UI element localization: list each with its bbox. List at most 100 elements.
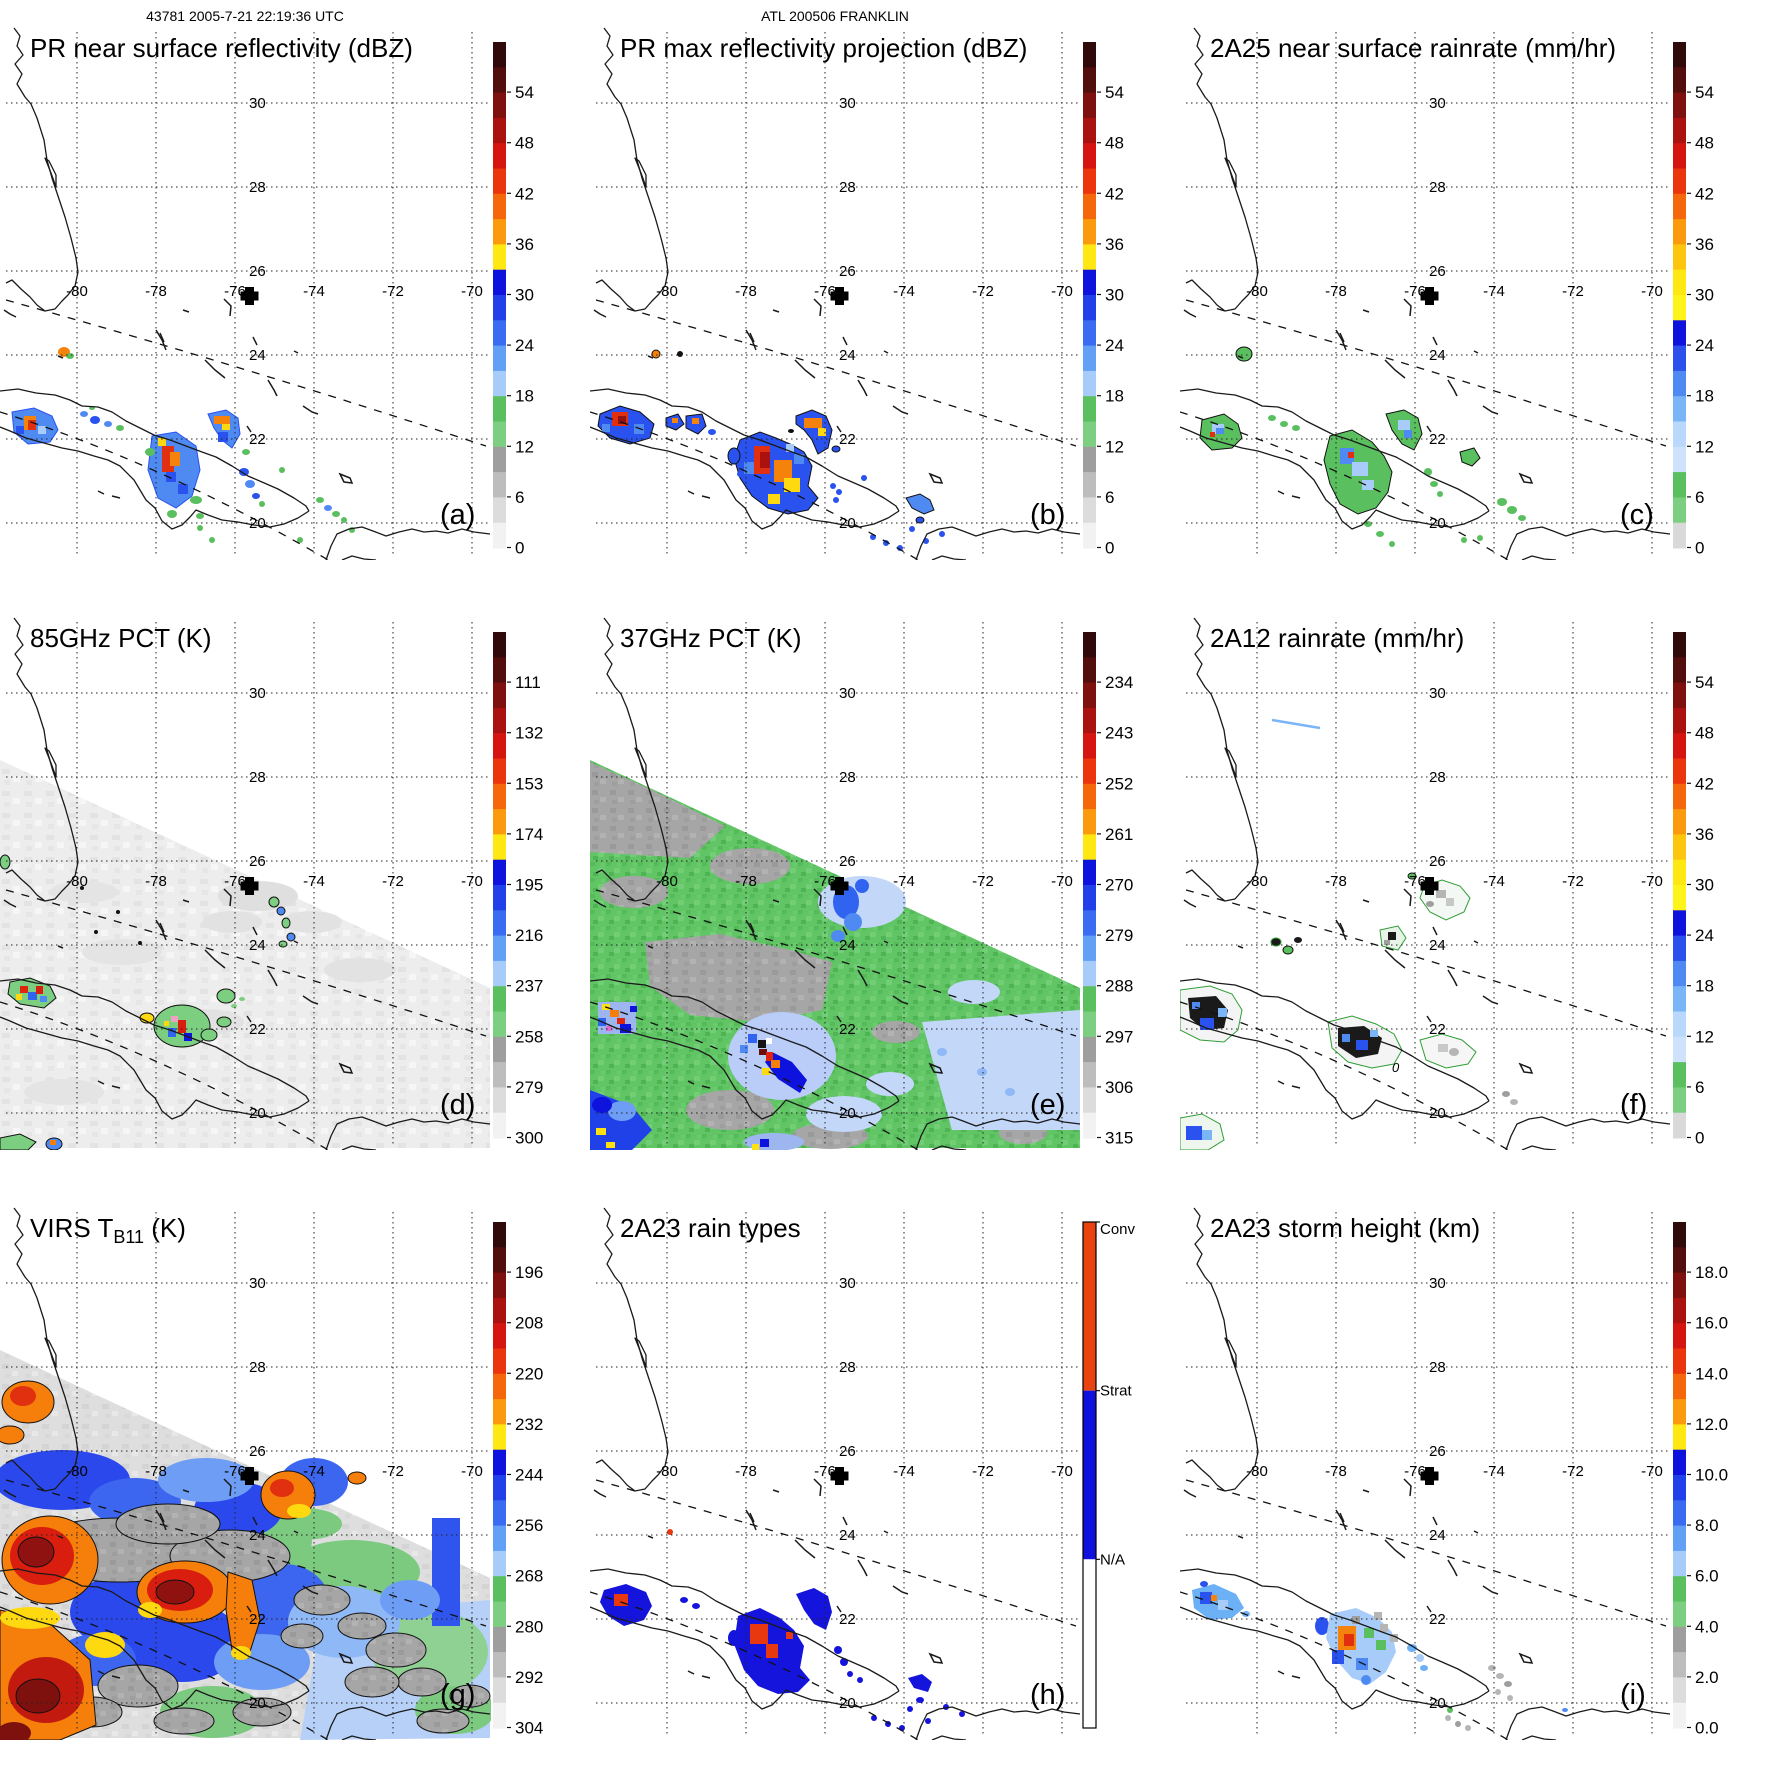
coastline	[595, 617, 669, 902]
lat-label: 24	[1429, 1527, 1446, 1544]
data-cell	[218, 432, 228, 442]
island-coastline	[57, 1535, 64, 1539]
lat-label: 20	[249, 1695, 266, 1712]
colorbar-segment	[1673, 193, 1686, 220]
data-cell	[831, 930, 845, 942]
colorbar-tick-label: 14.0	[1695, 1364, 1728, 1383]
island-coastline	[182, 899, 190, 903]
colorbar-tick-label: 196	[515, 1263, 543, 1282]
data-cell	[1186, 1126, 1202, 1140]
colorbar-segment	[1083, 143, 1096, 169]
panel-letter: (e)	[1030, 1089, 1065, 1121]
data-cell	[1352, 462, 1368, 476]
data-cell	[16, 994, 22, 1000]
colorbar-tick-label: 237	[515, 977, 543, 996]
colorbar-tick-label: 244	[515, 1465, 543, 1484]
colorbar-tick-label: 243	[1105, 724, 1133, 743]
colorbar-tick-label: 36	[1105, 235, 1124, 254]
colorbar-segment	[1673, 396, 1686, 422]
lat-label: 24	[249, 347, 266, 364]
island-coastline	[1237, 945, 1244, 949]
colorbar-segment	[1673, 67, 1686, 94]
island-coastline	[1339, 922, 1345, 933]
data-cell	[171, 1016, 178, 1022]
coastline	[5, 1207, 79, 1492]
island-coastline	[111, 1675, 121, 1679]
data-cell	[758, 1040, 766, 1048]
colorbar-segment	[1673, 1297, 1686, 1324]
island-coastline	[182, 309, 190, 313]
data-cell	[915, 516, 925, 524]
data-cell	[630, 1006, 637, 1012]
colorbar-tick-label: 12	[1695, 1027, 1714, 1046]
colorbar-segment	[1083, 421, 1096, 448]
data-cell	[610, 1010, 619, 1017]
lat-label: 22	[839, 1021, 856, 1038]
colorbar-segment	[1673, 1112, 1686, 1139]
island-coastline	[1362, 309, 1370, 313]
island-coastline	[687, 1080, 695, 1085]
swath-edge-line	[1185, 299, 1667, 447]
contour-annotation: 0	[1392, 1060, 1400, 1075]
data-cell	[20, 986, 28, 993]
colorbar-segment	[1673, 1500, 1686, 1527]
colorbar-segment	[493, 67, 506, 94]
colorbar-tick-label: 268	[515, 1567, 543, 1586]
lon-label: -70	[1051, 873, 1073, 890]
data-cell	[645, 934, 832, 1022]
colorbar-segment	[1083, 657, 1096, 684]
sensor-swath-fill	[0, 760, 490, 1148]
data-cell	[1235, 346, 1253, 362]
colorbar-segment	[1083, 935, 1096, 962]
colorbar-tick-label: 297	[1105, 1027, 1133, 1046]
swath-edge-line	[0, 1001, 330, 1150]
panel-f-svg: -80 -78 -76 -74 -72 -70 30 28 26 24 22 20 0 2A12 rain…	[1180, 617, 1714, 1150]
data-cell	[784, 478, 800, 492]
island-coastline	[593, 309, 607, 318]
colorbar-segment	[1083, 1559, 1096, 1728]
island-coastline	[3, 1489, 17, 1498]
lon-label: -70	[461, 283, 483, 300]
panel-b: -80 -78 -76 -74 -72 -70 30 28 26 24 22 20 PR max ref…	[590, 0, 1180, 590]
data-cell	[36, 986, 43, 994]
data-cell	[1507, 506, 1517, 514]
colorbar-segment	[1673, 421, 1686, 448]
data-cell	[831, 445, 841, 453]
data-cell	[937, 1048, 947, 1056]
colorbar-segment	[493, 834, 506, 861]
data-cell	[280, 1623, 324, 1649]
data-cell	[1192, 1002, 1200, 1009]
data-cell	[708, 429, 716, 435]
lon-label: -74	[1483, 1463, 1505, 1480]
lon-label: -76	[814, 283, 836, 300]
data-cell	[620, 1024, 631, 1033]
colorbar-segment	[1673, 1222, 1686, 1248]
colorbar-segment	[1083, 1011, 1096, 1038]
data-layer	[1199, 346, 1526, 547]
data-cell	[15, 1678, 61, 1714]
map-area: -80 -78 -76 -74 -72 -70 30 28 26 24 22 20	[590, 1207, 1081, 1740]
data-cell	[1504, 1681, 1512, 1687]
island-coastline	[928, 472, 944, 484]
island-coastline	[1447, 379, 1458, 397]
island-coastline	[155, 919, 167, 941]
data-cell	[677, 351, 683, 357]
colorbar-segment	[493, 1576, 506, 1602]
island-coastline	[1362, 899, 1370, 903]
data-layer	[0, 854, 396, 1150]
colorbar-tick-label: 48	[1105, 134, 1124, 153]
coastline	[341, 1145, 377, 1150]
island-coastline	[302, 405, 319, 415]
colorbar-segment	[1673, 986, 1686, 1012]
data-cell	[10, 1386, 36, 1406]
coastline	[634, 747, 647, 778]
colorbar-segment	[493, 809, 506, 835]
coastline	[1180, 1016, 1490, 1120]
lon-label: -70	[461, 1463, 483, 1480]
coastline	[44, 1337, 57, 1368]
data-cell	[1437, 491, 1443, 497]
colorbar-tick-label: 30	[1695, 875, 1714, 894]
colorbar-segment	[493, 1652, 506, 1678]
island-coastline	[701, 495, 711, 499]
island-coastline	[745, 329, 757, 351]
